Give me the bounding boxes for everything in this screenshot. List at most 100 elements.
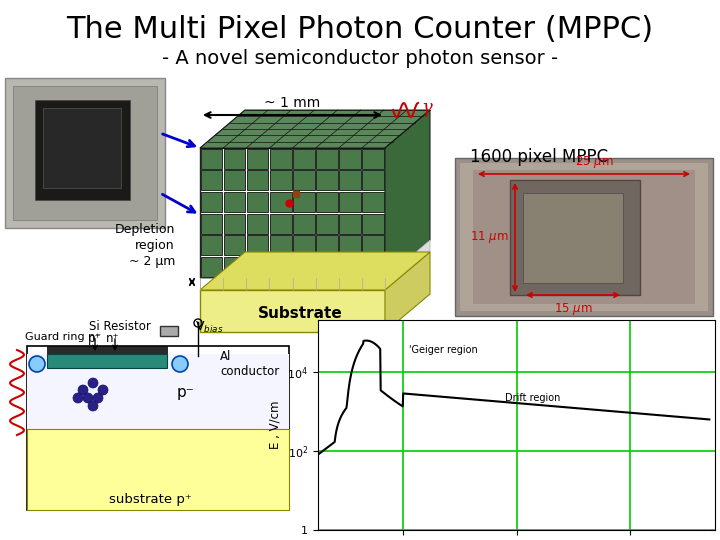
Bar	[200, 235, 222, 255]
Bar	[247, 213, 269, 234]
Y-axis label: E , V/cm: E , V/cm	[269, 401, 282, 449]
Bar	[47, 354, 167, 368]
Bar	[293, 213, 315, 234]
Text: Guard ring n⁻: Guard ring n⁻	[25, 332, 101, 342]
Bar	[362, 170, 384, 190]
Circle shape	[73, 393, 83, 403]
Bar	[224, 213, 246, 234]
Bar	[362, 257, 384, 277]
Polygon shape	[200, 290, 385, 332]
Bar	[47, 346, 167, 354]
Bar	[316, 148, 338, 168]
Bar	[270, 235, 292, 255]
Text: 'Geiger region: 'Geiger region	[409, 345, 477, 355]
Bar	[316, 170, 338, 190]
Bar	[224, 257, 246, 277]
Bar	[200, 192, 222, 212]
Polygon shape	[200, 110, 430, 148]
Polygon shape	[385, 252, 430, 332]
Text: γ: γ	[421, 99, 432, 117]
Bar	[460, 163, 708, 311]
Bar	[339, 235, 361, 255]
Bar	[13, 86, 157, 220]
Polygon shape	[200, 252, 430, 290]
Bar	[200, 148, 222, 168]
Bar	[224, 170, 246, 190]
Text: V$_{bias}$: V$_{bias}$	[195, 320, 223, 335]
Bar	[35, 100, 130, 200]
Circle shape	[83, 393, 93, 403]
Bar	[200, 213, 222, 234]
Bar	[270, 170, 292, 190]
Circle shape	[88, 378, 98, 388]
Circle shape	[172, 356, 188, 372]
Bar	[224, 148, 246, 168]
Bar	[362, 148, 384, 168]
Text: Al
conductor: Al conductor	[220, 350, 279, 378]
Bar	[247, 257, 269, 277]
Bar	[293, 170, 315, 190]
Bar	[247, 192, 269, 212]
Bar	[270, 192, 292, 212]
Circle shape	[93, 393, 103, 403]
Text: Depletion
region
~ 2 μm: Depletion region ~ 2 μm	[114, 222, 175, 267]
Bar	[316, 235, 338, 255]
Bar	[339, 192, 361, 212]
Bar	[270, 213, 292, 234]
Text: - A novel semiconductor photon sensor -: - A novel semiconductor photon sensor -	[162, 49, 558, 68]
Circle shape	[88, 401, 98, 411]
Polygon shape	[385, 240, 430, 290]
Bar	[43, 108, 121, 188]
Bar	[523, 193, 623, 283]
Bar	[247, 148, 269, 168]
Bar	[339, 257, 361, 277]
Bar	[339, 170, 361, 190]
Bar	[270, 148, 292, 168]
Bar	[316, 192, 338, 212]
Bar	[200, 278, 385, 290]
Bar	[339, 148, 361, 168]
Text: ~ 1 mm: ~ 1 mm	[264, 96, 320, 110]
Bar	[339, 213, 361, 234]
Bar	[224, 235, 246, 255]
Bar	[160, 326, 178, 336]
Polygon shape	[385, 110, 430, 278]
Text: 1600 pixel MPPC: 1600 pixel MPPC	[470, 148, 608, 166]
Circle shape	[98, 385, 108, 395]
Circle shape	[29, 356, 45, 372]
Bar	[200, 148, 385, 278]
Bar	[224, 192, 246, 212]
Bar	[200, 257, 222, 277]
Text: Drift region: Drift region	[505, 393, 561, 403]
Bar	[200, 170, 222, 190]
Bar	[455, 158, 713, 316]
Text: The Multi Pixel Photon Counter (MPPC): The Multi Pixel Photon Counter (MPPC)	[66, 16, 654, 44]
Bar	[247, 170, 269, 190]
Bar	[293, 235, 315, 255]
Text: 25 $\mu$m: 25 $\mu$m	[575, 154, 613, 170]
Bar	[293, 257, 315, 277]
Text: p⁺: p⁺	[88, 332, 102, 345]
Bar	[247, 235, 269, 255]
Circle shape	[78, 385, 88, 395]
Bar	[510, 180, 640, 295]
Bar	[362, 235, 384, 255]
Bar	[27, 346, 289, 510]
Bar	[27, 429, 289, 510]
Text: Si Resistor: Si Resistor	[89, 320, 151, 333]
Bar	[473, 170, 695, 304]
Text: n⁺: n⁺	[106, 332, 120, 345]
Text: 15 $\mu$m: 15 $\mu$m	[554, 301, 593, 317]
Bar	[293, 192, 315, 212]
Bar	[27, 354, 289, 429]
Text: substrate p⁺: substrate p⁺	[109, 494, 192, 507]
Text: 11 $\mu$m: 11 $\mu$m	[470, 229, 509, 245]
Bar	[362, 192, 384, 212]
Bar	[316, 257, 338, 277]
Bar	[270, 257, 292, 277]
Bar	[5, 78, 165, 228]
Text: Substrate: Substrate	[258, 307, 343, 321]
Bar	[316, 213, 338, 234]
Text: p⁻: p⁻	[176, 386, 194, 401]
Bar	[362, 213, 384, 234]
